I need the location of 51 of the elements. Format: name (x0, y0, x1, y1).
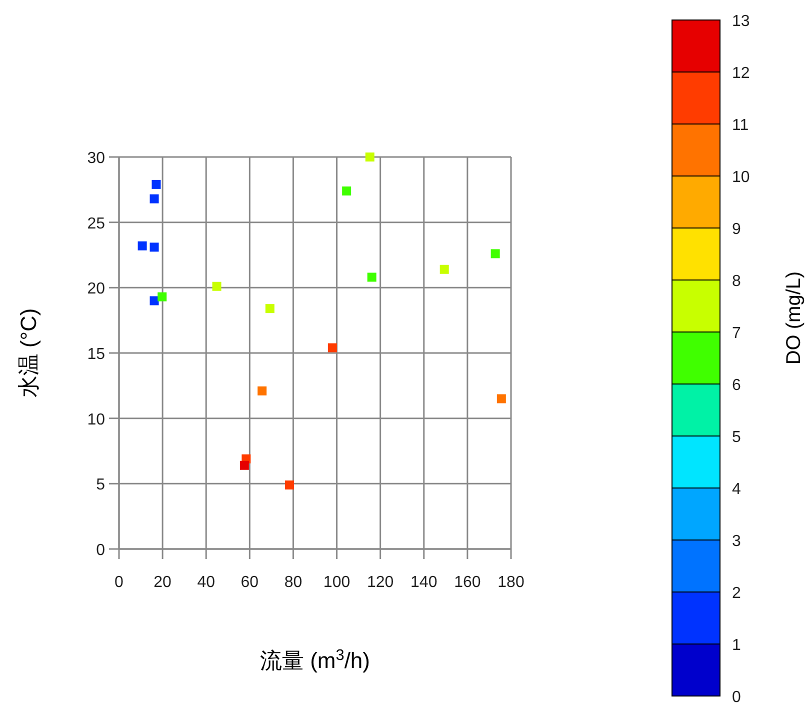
color-bar-label: 1 (732, 637, 741, 654)
point (342, 186, 352, 196)
point (152, 180, 161, 189)
point (212, 282, 222, 291)
point (150, 242, 159, 252)
point (158, 292, 167, 302)
y-tick-label: 25 (87, 215, 106, 232)
x-tick-label: 0 (114, 574, 124, 591)
color-bar-label: 3 (732, 533, 741, 550)
point (365, 152, 374, 162)
y-tick-label: 30 (87, 150, 106, 167)
color-bar-label: 7 (732, 325, 741, 342)
color-bar-label: 8 (732, 273, 741, 290)
color-bar-label: 5 (732, 429, 741, 446)
point (138, 241, 147, 250)
x-axis-title: 流量 (m$^{3}$/h) (260, 646, 370, 673)
x-tick-label: 100 (323, 574, 350, 591)
point (367, 272, 376, 282)
color-bar-label: 4 (732, 481, 741, 498)
x-tick-label: 40 (197, 574, 216, 591)
y-tick-label: 10 (87, 411, 106, 428)
color-bar-label: 11 (732, 117, 749, 134)
y-axis-title: 水温 (°C) (16, 308, 41, 398)
color-bar-label: 13 (732, 13, 750, 30)
point (328, 343, 337, 352)
point (265, 304, 274, 314)
x-tick-label: 140 (410, 574, 438, 591)
y-tick-label: 20 (87, 280, 106, 298)
color-bar-title: DO (mg/L) (783, 271, 805, 365)
color-bar-label: 6 (732, 377, 741, 394)
point (150, 194, 159, 204)
y-tick-label: 5 (96, 476, 106, 494)
point (490, 249, 500, 258)
point (240, 460, 249, 470)
x-tick-label: 120 (366, 574, 394, 591)
x-tick-label: 180 (498, 574, 524, 591)
color-bar-label: 2 (732, 585, 741, 602)
color-bar-label: 0 (732, 689, 741, 706)
point (285, 480, 294, 490)
point (258, 386, 267, 396)
color-bar-label: 10 (732, 169, 750, 186)
x-tick-label: 20 (154, 574, 172, 591)
point (496, 394, 506, 404)
y-tick-label: 15 (87, 346, 106, 363)
point (440, 264, 449, 274)
x-tick-label: 60 (240, 574, 259, 591)
y-tick-label: 0 (96, 542, 106, 559)
color-bar-label: 9 (732, 221, 741, 238)
x-tick-label: 160 (454, 574, 481, 591)
x-tick-label: 80 (284, 574, 302, 591)
color-bar-label: 12 (732, 65, 750, 82)
